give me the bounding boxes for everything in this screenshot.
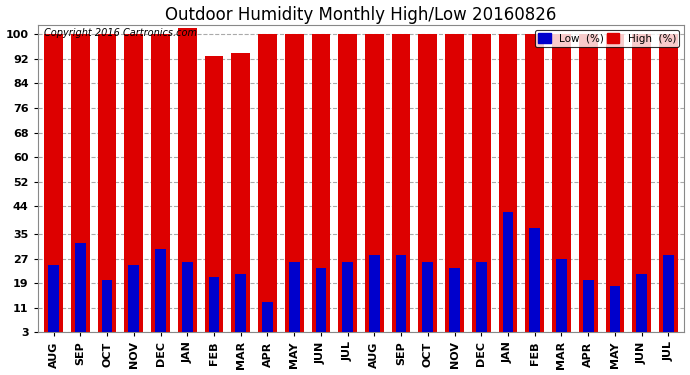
Bar — [235, 274, 246, 342]
Bar — [659, 34, 678, 342]
Bar — [44, 34, 63, 342]
Bar — [315, 268, 326, 342]
Bar — [48, 265, 59, 342]
Bar — [124, 34, 143, 342]
Text: Copyright 2016 Cartronics.com: Copyright 2016 Cartronics.com — [44, 28, 197, 38]
Bar — [476, 262, 486, 342]
Bar — [178, 28, 197, 342]
Bar — [529, 228, 540, 342]
Bar — [71, 34, 90, 342]
Bar — [556, 259, 566, 342]
Bar — [579, 34, 598, 342]
Bar — [396, 255, 406, 342]
Bar — [155, 249, 166, 342]
Bar — [369, 255, 380, 342]
Title: Outdoor Humidity Monthly High/Low 20160826: Outdoor Humidity Monthly High/Low 201608… — [166, 6, 557, 24]
Bar — [365, 34, 384, 342]
Bar — [418, 34, 437, 342]
Bar — [632, 34, 651, 342]
Bar — [525, 34, 544, 342]
Bar — [422, 262, 433, 342]
Bar — [472, 34, 491, 342]
Legend: Low  (%), High  (%): Low (%), High (%) — [535, 30, 679, 47]
Bar — [231, 53, 250, 342]
Bar — [289, 262, 299, 342]
Bar — [262, 302, 273, 342]
Bar — [101, 280, 112, 342]
Bar — [636, 274, 647, 342]
Bar — [205, 56, 224, 342]
Bar — [151, 34, 170, 342]
Bar — [338, 34, 357, 342]
Bar — [583, 280, 593, 342]
Bar — [182, 262, 193, 342]
Bar — [208, 277, 219, 342]
Bar — [98, 34, 117, 342]
Bar — [445, 34, 464, 342]
Bar — [285, 34, 304, 342]
Bar — [552, 34, 571, 342]
Bar — [503, 213, 513, 342]
Bar — [312, 34, 331, 342]
Bar — [75, 243, 86, 342]
Bar — [392, 34, 411, 342]
Bar — [449, 268, 460, 342]
Bar — [499, 34, 518, 342]
Bar — [609, 286, 620, 342]
Bar — [606, 34, 624, 342]
Bar — [342, 262, 353, 342]
Bar — [663, 255, 673, 342]
Bar — [128, 265, 139, 342]
Bar — [258, 34, 277, 342]
